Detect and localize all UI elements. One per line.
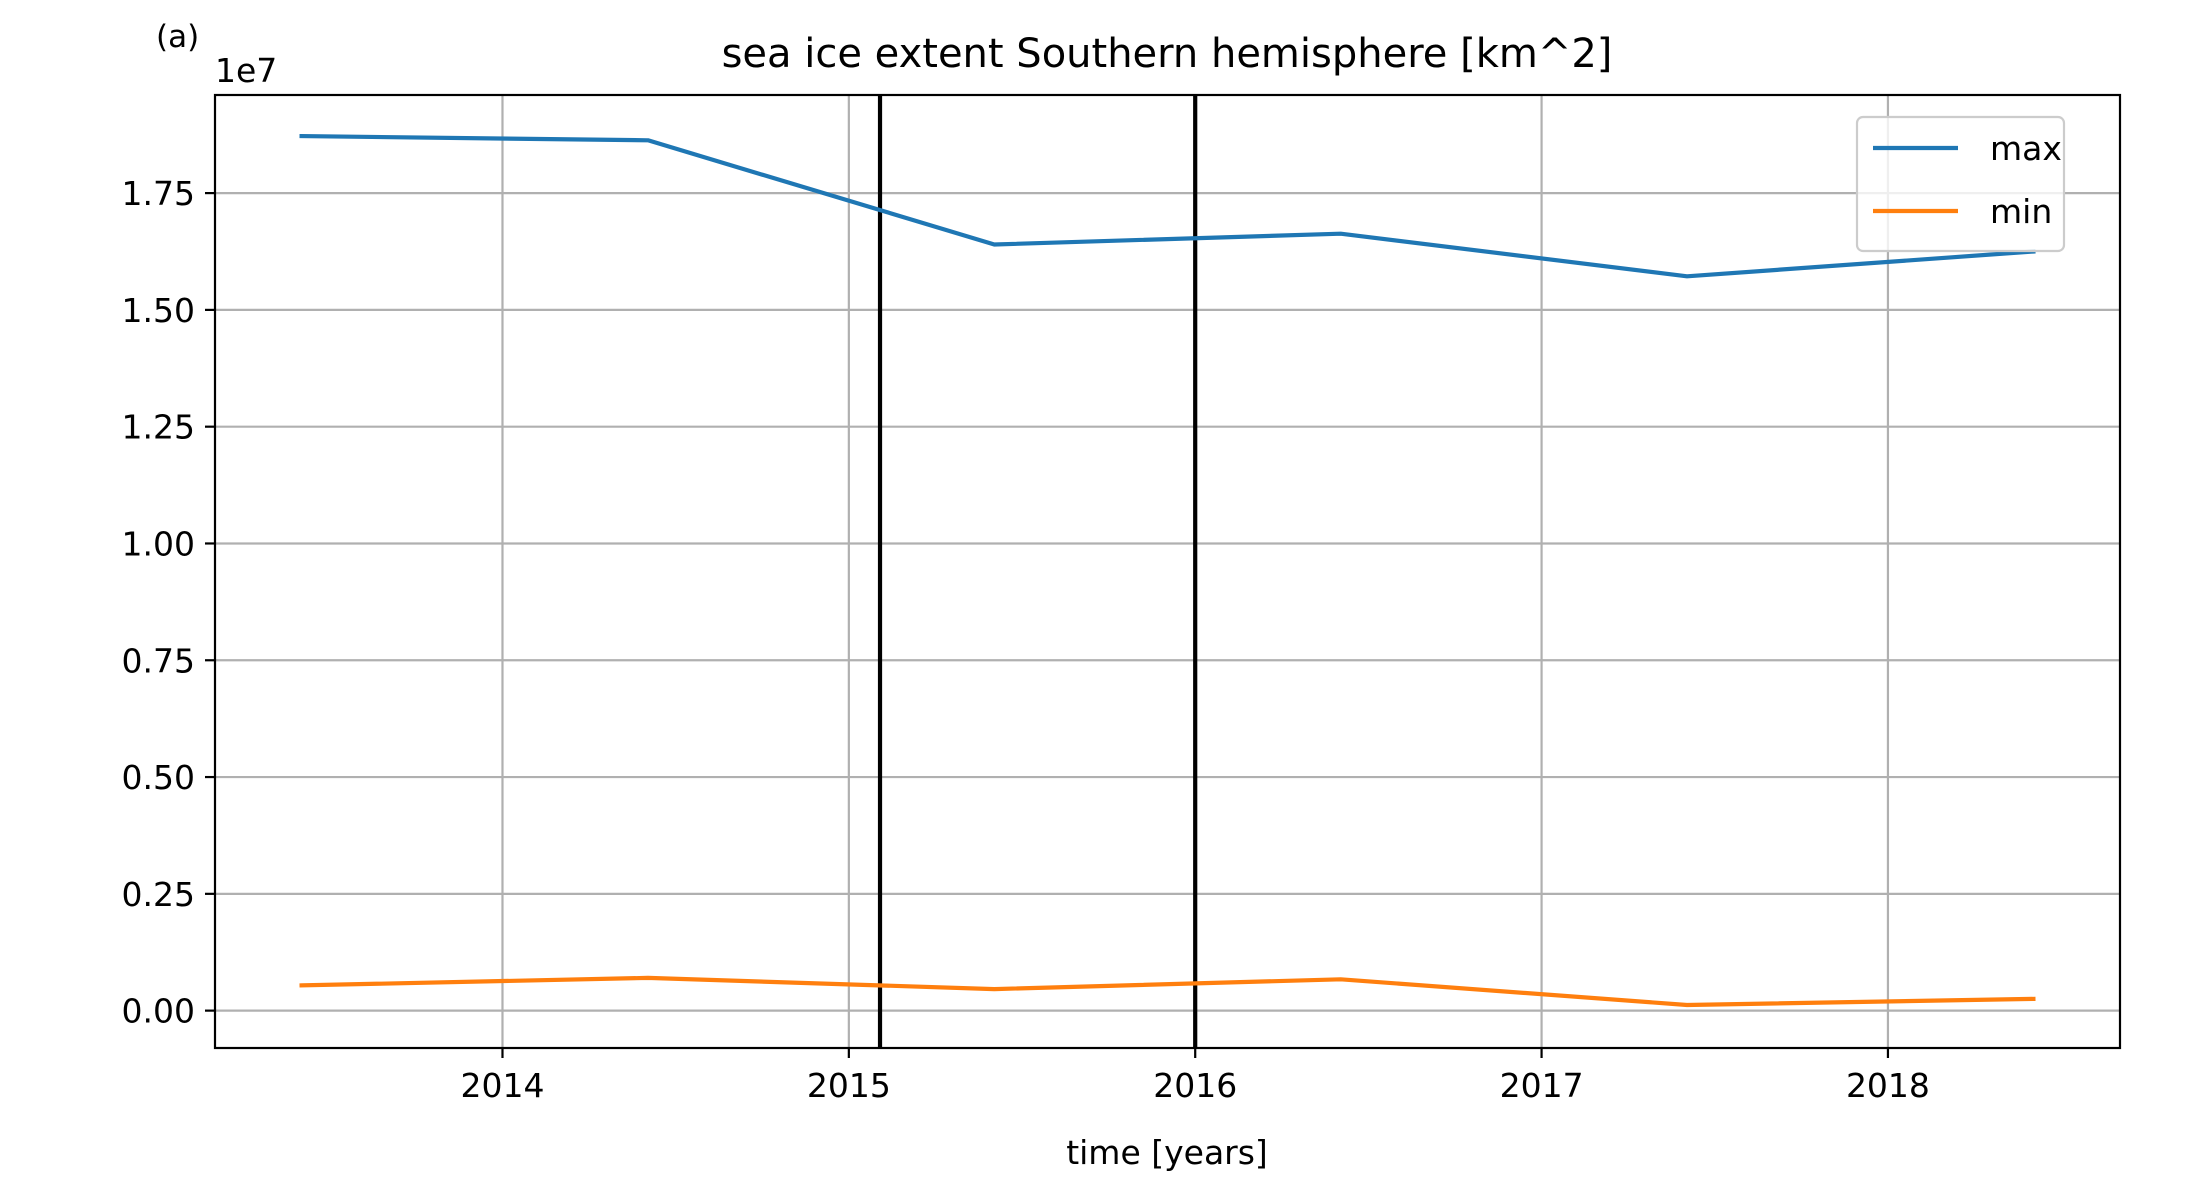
series-lines	[299, 133, 2036, 1008]
x-tick-label: 2017	[1500, 1066, 1584, 1105]
y-scale-label: 1e7	[215, 51, 277, 90]
plot-frame	[213, 93, 2122, 1050]
chart-title: sea ice extent Southern hemisphere [km^2…	[722, 31, 1613, 77]
x-tick-label: 2016	[1153, 1066, 1237, 1105]
y-tick-label: 1.50	[122, 291, 195, 330]
y-tick-label: 1.75	[122, 174, 195, 213]
axis-ticks: 2014 2015 2016 2017 2018 0.00 0.25 0.50 0.75 1.00…	[122, 174, 1930, 1105]
y-tick-label: 0.25	[122, 875, 195, 914]
x-tick-label: 2015	[807, 1066, 891, 1105]
y-tick-label: 0.75	[122, 641, 195, 680]
x-axis-label: time [years]	[1066, 1133, 1268, 1172]
legend-label-min: min	[1990, 192, 2052, 231]
series-line-max	[299, 133, 2036, 279]
y-tick-label: 0.50	[122, 758, 195, 797]
y-tick-label: 1.00	[122, 524, 195, 563]
legend-box	[1855, 115, 2066, 253]
y-tick-label: 0.00	[122, 992, 195, 1031]
legend: max min	[1855, 115, 2066, 253]
panel-label: (a)	[156, 19, 199, 55]
x-tick-label: 2018	[1846, 1066, 1930, 1105]
x-tick-label: 2014	[460, 1066, 544, 1105]
legend-label-max: max	[1990, 129, 2062, 168]
series-line-min	[299, 975, 2036, 1008]
y-tick-label: 1.25	[122, 408, 195, 447]
reference-lines	[877, 95, 1198, 1048]
